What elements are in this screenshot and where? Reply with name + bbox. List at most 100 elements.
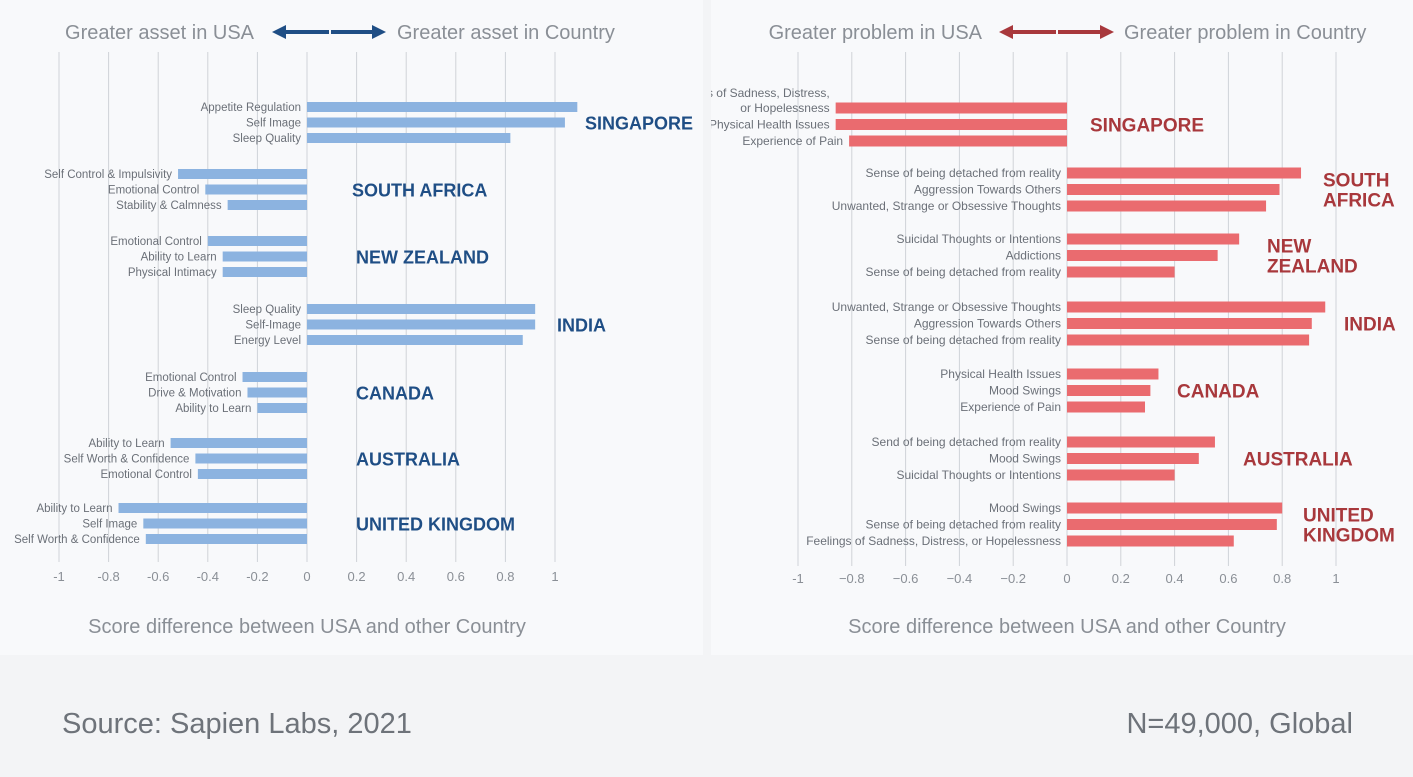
x-tick-label: 0.4 <box>397 569 415 584</box>
bar-label: Stability & Calmness <box>116 200 222 212</box>
bar <box>1067 184 1280 195</box>
country-label: UNITED KINGDOM <box>356 515 515 535</box>
country-label: AUSTRALIA <box>356 450 460 470</box>
bar-label: Feelings of Sadness, Distress, <box>711 86 830 100</box>
bar <box>242 372 307 382</box>
bar <box>145 534 307 544</box>
bar <box>205 184 307 195</box>
x-axis-label: Score difference between USA and other C… <box>848 616 1286 638</box>
bar-label: Sleep Quality <box>233 133 302 145</box>
bar <box>307 133 511 143</box>
bar-label: Physical Health Issues <box>940 367 1061 381</box>
bar-label: Suicidal Thoughts or Intentions <box>896 468 1061 482</box>
bar <box>178 169 307 179</box>
bar-label: Self Control & Impulsivity <box>44 169 172 181</box>
country-label: CANADA <box>356 384 434 404</box>
sample-size-note: N=49,000, Global <box>1126 708 1353 740</box>
bar <box>1067 200 1267 212</box>
bar <box>143 518 307 529</box>
arrow-left-head-icon <box>272 25 286 39</box>
bar <box>222 267 307 277</box>
x-tick-label: 0.6 <box>1219 571 1237 586</box>
bar-label: Emotional Control <box>100 469 191 481</box>
bar-label: Self Image <box>82 519 137 531</box>
header-left-label: Greater problem in USA <box>769 22 983 44</box>
bar <box>307 304 536 314</box>
bar-label: Unwanted, Strange or Obsessive Thoughts <box>832 300 1061 314</box>
bar-label: Aggression Towards Others <box>914 317 1061 331</box>
arrow-right-head-icon <box>372 25 386 39</box>
bar-label: Addictions <box>1006 249 1061 263</box>
bar <box>1067 502 1283 514</box>
bar-label: Emotional Control <box>108 185 199 197</box>
bar <box>227 200 307 210</box>
x-tick-label: -1 <box>53 569 65 584</box>
bar <box>195 453 307 464</box>
bar-label: Self Worth & Confidence <box>64 454 190 466</box>
bar <box>849 135 1067 147</box>
header-right-label: Greater asset in Country <box>397 22 615 44</box>
country-label: SOUTH AFRICA <box>352 181 487 201</box>
bar-label: Send of being detached from reality <box>872 435 1061 449</box>
bar <box>1067 301 1326 313</box>
bar-label: Ability to Learn <box>175 403 251 415</box>
x-tick-label: 0.8 <box>1273 571 1291 586</box>
bar-label: Appetite Regulation <box>201 102 301 114</box>
x-tick-label: 0.2 <box>1112 571 1130 586</box>
bar-label: Mood Swings <box>989 384 1061 398</box>
country-label: SINGAPORE <box>1090 116 1204 137</box>
x-tick-label: 0 <box>1063 571 1070 586</box>
bar <box>307 117 565 128</box>
bar-label: Emotional Control <box>110 236 201 248</box>
x-tick-label: 1 <box>551 569 558 584</box>
bar-label: Mood Swings <box>989 501 1061 515</box>
country-label: CANADA <box>1177 382 1260 403</box>
x-tick-label: −0.4 <box>947 571 973 586</box>
country-label: AFRICA <box>1323 191 1395 212</box>
bar <box>1067 535 1234 547</box>
bar <box>170 438 307 448</box>
bar-label: Sense of being detached from reality <box>866 333 1061 347</box>
bar <box>1067 266 1175 278</box>
bar <box>207 236 307 246</box>
bar-label: Feelings of Sadness, Distress, or Hopele… <box>806 534 1061 548</box>
bar-label: Sense of being detached from reality <box>866 518 1061 532</box>
country-label: ZEALAND <box>1267 257 1358 278</box>
x-tick-label: -0.4 <box>197 569 219 584</box>
bar-label: or Hopelessness <box>740 101 829 115</box>
bar <box>247 387 307 398</box>
bar <box>307 335 523 345</box>
bar <box>1067 519 1277 530</box>
country-label: NEW ZEALAND <box>356 248 489 268</box>
right-chart-panel: Greater problem in USA Greater problem in… <box>711 0 1413 655</box>
bar-label: Experience of Pain <box>960 400 1061 414</box>
bar-label: Self Worth & Confidence <box>14 534 140 546</box>
bar-label: Ability to Learn <box>141 252 217 264</box>
bar <box>1067 436 1215 448</box>
country-label: UNITED <box>1303 506 1374 527</box>
bar-label: Mood Swings <box>989 452 1061 466</box>
country-label: KINGDOM <box>1303 526 1395 547</box>
bar-label: Unwanted, Strange or Obsessive Thoughts <box>832 199 1061 213</box>
bar-label: Experience of Pain <box>742 134 843 148</box>
x-tick-label: -1 <box>792 571 804 586</box>
bar-label: Sleep Quality <box>233 304 302 316</box>
bar <box>1067 368 1159 380</box>
x-tick-label: 1 <box>1332 571 1339 586</box>
country-label: SINGAPORE <box>585 114 693 134</box>
x-tick-label: -0.2 <box>246 569 268 584</box>
bar <box>835 119 1067 130</box>
x-tick-label: 0 <box>303 569 310 584</box>
country-label: INDIA <box>1344 315 1396 336</box>
source-note: Source: Sapien Labs, 2021 <box>62 708 412 740</box>
bar <box>835 102 1067 114</box>
bar <box>222 251 307 262</box>
x-tick-label: −0.2 <box>1000 571 1026 586</box>
country-label: AUSTRALIA <box>1243 450 1353 471</box>
arrow-left-head-icon <box>999 25 1013 39</box>
bar <box>1067 453 1199 464</box>
x-tick-label: -0.6 <box>147 569 169 584</box>
left-chart-panel: Greater asset in USA Greater asset in Cou… <box>0 0 703 655</box>
bar-label: Drive & Motivation <box>148 388 241 400</box>
bar <box>1067 469 1175 481</box>
